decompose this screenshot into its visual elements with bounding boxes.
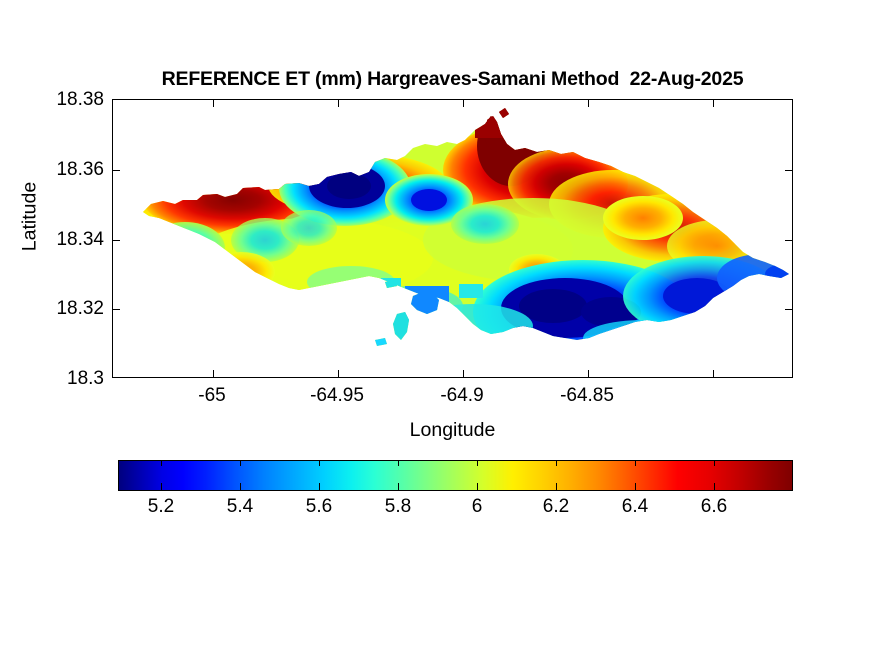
x-tick-mark xyxy=(713,100,714,107)
map-plot-area[interactable] xyxy=(112,99,793,378)
y-tick-mark xyxy=(113,309,120,311)
y-tick-mark xyxy=(785,239,792,241)
ytick-label: 18.32 xyxy=(56,298,104,320)
colorbar-label: 5.8 xyxy=(384,496,412,517)
colorbar-tick xyxy=(556,483,557,490)
y-tick-mark xyxy=(113,169,120,171)
colorbar-tick xyxy=(556,461,557,466)
colorbar-tick xyxy=(714,461,715,466)
x-tick-mark xyxy=(588,100,589,107)
xtick-label: -64.9 xyxy=(440,385,484,406)
colorbar-tick xyxy=(398,461,399,466)
colorbar-tick xyxy=(477,461,478,466)
colorbar-tick xyxy=(161,461,162,466)
x-tick-mark xyxy=(713,370,714,377)
x-tick-mark xyxy=(338,100,339,107)
colorbar-tick xyxy=(161,483,162,490)
x-tick-mark xyxy=(213,100,214,107)
reference-et-heatmap xyxy=(143,108,789,346)
heatmap-field xyxy=(143,108,789,346)
x-axis-label: Longitude xyxy=(409,419,496,441)
y-tick-mark xyxy=(785,309,792,311)
colorbar-tick xyxy=(635,461,636,466)
ytick-label: 18.34 xyxy=(56,228,104,250)
xtick-label: -64.85 xyxy=(560,385,614,406)
y-tick-mark xyxy=(113,239,120,241)
ytick-label: 18.3 xyxy=(67,368,104,389)
ytick-label: 18.36 xyxy=(56,158,104,180)
colorbar-tick xyxy=(319,483,320,490)
colorbar-tick-labels: 5.2 5.4 5.6 5.8 6 6.2 6.4 6.6 xyxy=(118,497,793,521)
colorbar-label: 6 xyxy=(471,496,483,517)
x-axis-tick-labels: -65 -64.95 -64.9 -64.85 xyxy=(112,386,793,410)
colorbar-label: 6.2 xyxy=(542,496,570,517)
colorbar-label: 5.6 xyxy=(305,496,333,517)
xtick-label: -65 xyxy=(198,385,226,406)
x-tick-mark xyxy=(213,370,214,377)
x-tick-mark xyxy=(463,370,464,377)
y-axis-tick-labels: 18.38 18.36 18.34 18.32 18.3 xyxy=(34,90,104,388)
xtick-label: -64.95 xyxy=(310,385,364,406)
colorbar-tick xyxy=(240,483,241,490)
colorbar-tick xyxy=(714,483,715,490)
colorbar-gradient xyxy=(118,460,793,491)
colorbar-label: 5.4 xyxy=(226,496,254,517)
colorbar-label: 5.2 xyxy=(147,496,175,517)
colorbar-tick xyxy=(635,483,636,490)
y-tick-mark xyxy=(785,169,792,171)
colorbar-tick xyxy=(477,483,478,490)
colorbar-tick xyxy=(319,461,320,466)
colorbar-tick xyxy=(240,461,241,466)
colorbar-tick xyxy=(398,483,399,490)
colorbar-label: 6.6 xyxy=(700,496,728,517)
colorbar-label: 6.4 xyxy=(621,496,649,517)
page-title: REFERENCE ET (mm) Hargreaves-Samani Meth… xyxy=(161,68,744,90)
x-tick-mark xyxy=(463,100,464,107)
colorbar[interactable] xyxy=(118,460,793,491)
ytick-label: 18.38 xyxy=(56,89,104,110)
x-tick-mark xyxy=(588,370,589,377)
x-tick-mark xyxy=(338,370,339,377)
